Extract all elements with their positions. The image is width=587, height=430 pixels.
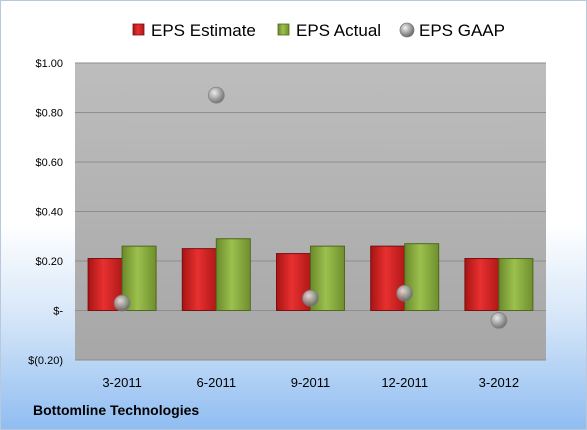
x-tick-label: 9-2011 — [291, 375, 331, 390]
company-name: Bottomline Technologies — [33, 402, 200, 418]
x-tick-label: 3-2011 — [102, 375, 142, 390]
y-tick-label: $(0.20) — [28, 355, 63, 367]
x-tick-label: 3-2012 — [479, 375, 519, 390]
eps-gaap-point — [207, 86, 225, 104]
eps-gaap-point — [396, 284, 414, 302]
legend: EPS Estimate EPS Actual EPS GAAP — [132, 21, 505, 40]
eps-estimate-bar — [181, 248, 217, 311]
legend-swatch-eps-estimate — [132, 23, 145, 36]
y-tick-label: $1.00 — [35, 58, 63, 70]
eps-actual-bar — [498, 258, 534, 311]
legend-swatch-eps-gaap — [399, 22, 415, 38]
eps-actual-bar — [404, 243, 440, 311]
legend-swatch-eps-actual — [277, 23, 290, 36]
eps-estimate-bar — [464, 258, 500, 311]
legend-label-eps-gaap: EPS GAAP — [419, 21, 505, 40]
eps-actual-bar — [121, 245, 157, 311]
y-tick-label: $0.60 — [35, 157, 63, 169]
legend-label-eps-actual: EPS Actual — [296, 21, 381, 40]
eps-gaap-point — [302, 289, 319, 307]
x-tick-label: 12-2011 — [381, 375, 428, 390]
eps-estimate-bar — [370, 245, 406, 311]
legend-label-eps-estimate: EPS Estimate — [151, 21, 256, 40]
y-tick-label: $- — [53, 306, 63, 318]
eps-actual-bar — [215, 238, 251, 312]
eps-gaap-point — [113, 294, 131, 312]
x-tick-label: 6-2011 — [197, 375, 237, 390]
y-tick-label: $0.40 — [35, 207, 63, 219]
y-tick-label: $0.80 — [35, 108, 63, 120]
y-tick-label: $0.20 — [35, 256, 63, 268]
eps-gaap-point — [490, 311, 508, 329]
